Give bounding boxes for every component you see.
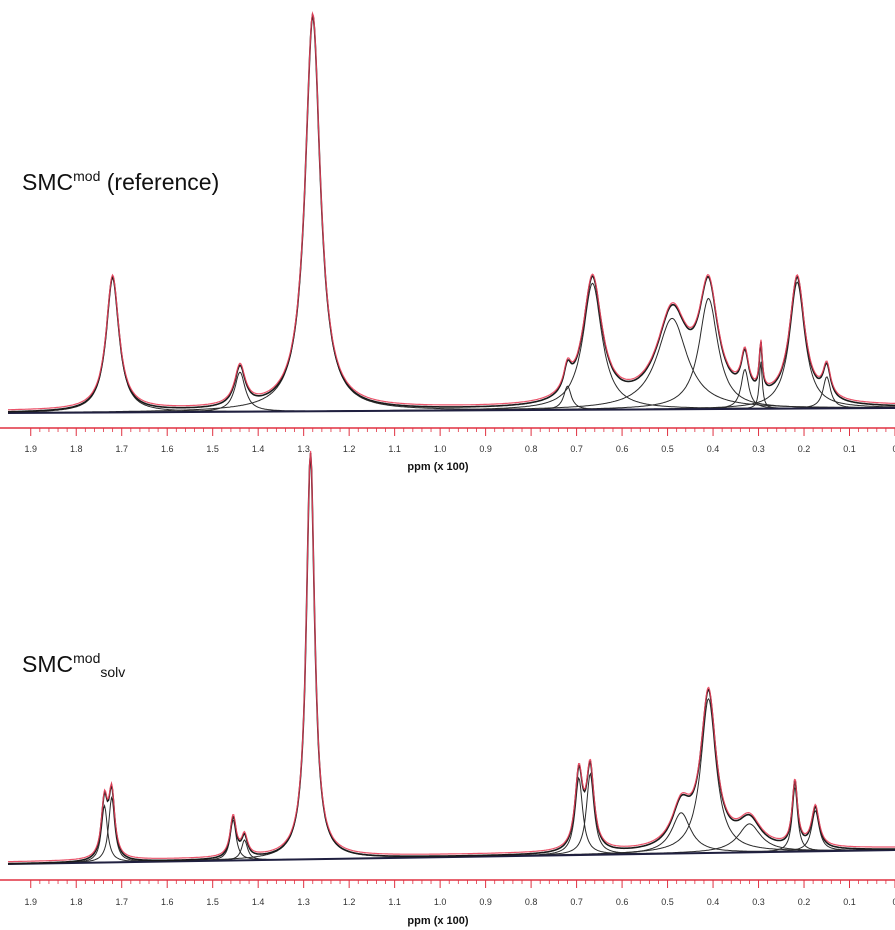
spectrum-baseline bbox=[7, 849, 895, 865]
x-tick-label: 0.1 bbox=[843, 897, 856, 907]
x-tick-label: 0 bbox=[892, 897, 895, 907]
panel-label-top: SMCmod (reference) bbox=[22, 168, 219, 196]
x-tick-label: 0.3 bbox=[752, 897, 765, 907]
x-axis-label: ppm (x 100) bbox=[407, 915, 468, 927]
x-tick-label: 0.7 bbox=[570, 897, 583, 907]
x-tick-label: 1.8 bbox=[70, 897, 83, 907]
x-tick-label: 1.8 bbox=[70, 444, 83, 454]
panel-label-sub: solv bbox=[100, 664, 126, 680]
x-tick-label: 0.8 bbox=[525, 444, 538, 454]
panel-label-sup: mod bbox=[73, 650, 101, 666]
x-axis-label: ppm (x 100) bbox=[407, 461, 468, 473]
panel-label-main: SMC bbox=[22, 169, 74, 195]
x-tick-label: 0.4 bbox=[707, 444, 720, 454]
x-tick-label: 1.2 bbox=[343, 444, 356, 454]
x-tick-label: 0.5 bbox=[661, 897, 674, 907]
x-tick-label: 1.0 bbox=[434, 897, 447, 907]
measured-spectrum-curve-0 bbox=[8, 11, 895, 411]
x-axis-ticks: 1.9 1.8 1.7 1.6 1.5 1.4 1.3 1.2 1.1 1.0 0.9 0.8 0.7 0… bbox=[24, 428, 895, 454]
x-tick-label: 1.3 bbox=[297, 444, 310, 454]
x-axis-ticks: 1.9 1.8 1.7 1.6 1.5 1.4 1.3 1.2 1.1 1.0 0.9 0.8 0.7 0… bbox=[24, 880, 895, 907]
x-tick-label: 1.5 bbox=[206, 444, 219, 454]
x-tick-label: 0.9 bbox=[479, 444, 492, 454]
x-tick-label: 1.4 bbox=[252, 444, 265, 454]
spectrum-panel-bottom: 1.9 1.8 1.7 1.6 1.5 1.4 1.3 1.2 1.1 1.0 0.9 0.8 0.7 0… bbox=[0, 450, 895, 927]
x-tick-label: 1.5 bbox=[206, 897, 219, 907]
x-tick-label: 1.2 bbox=[343, 897, 356, 907]
component-curves bbox=[8, 453, 895, 865]
fitted-envelope-curve bbox=[7, 452, 895, 865]
component-curve-8 bbox=[8, 697, 895, 865]
x-tick-label: 0.4 bbox=[707, 897, 720, 907]
x-tick-label: 1.4 bbox=[252, 897, 265, 907]
x-tick-label: 0.3 bbox=[752, 444, 765, 454]
x-tick-label: 0.2 bbox=[798, 897, 811, 907]
x-tick-label: 1.6 bbox=[161, 897, 174, 907]
panel-label-tail: (reference) bbox=[100, 169, 220, 195]
x-tick-label: 0.5 bbox=[661, 444, 674, 454]
spectrum-panel-top: 1.9 1.8 1.7 1.6 1.5 1.4 1.3 1.2 1.1 1.0 0.9 0.8 0.7 0… bbox=[0, 11, 895, 473]
x-tick-label: 0.6 bbox=[616, 897, 629, 907]
panel-label-sup: mod bbox=[73, 168, 101, 184]
x-tick-label: 0.2 bbox=[798, 444, 811, 454]
x-tick-label: 1.7 bbox=[115, 897, 128, 907]
x-tick-label: 1.1 bbox=[388, 897, 401, 907]
x-tick-label: 1.9 bbox=[24, 897, 37, 907]
x-tick-label: 1.0 bbox=[434, 444, 447, 454]
measured-spectrum-curve-0 bbox=[7, 450, 895, 863]
x-tick-label: 0.1 bbox=[843, 444, 856, 454]
component-curve-4 bbox=[8, 453, 895, 865]
x-tick-label: 0.9 bbox=[479, 897, 492, 907]
x-tick-label: 1.7 bbox=[115, 444, 128, 454]
x-tick-label: 1.9 bbox=[24, 444, 37, 454]
component-curve-6 bbox=[8, 772, 895, 865]
x-tick-label: 0 bbox=[892, 444, 895, 454]
spectrum-baseline bbox=[7, 407, 895, 414]
x-tick-label: 1.3 bbox=[297, 897, 310, 907]
x-tick-label: 1.6 bbox=[161, 444, 174, 454]
panel-label-bottom: SMCmodsolv bbox=[22, 650, 125, 680]
x-tick-label: 0.8 bbox=[525, 897, 538, 907]
x-tick-label: 0.7 bbox=[570, 444, 583, 454]
x-tick-label: 1.1 bbox=[388, 444, 401, 454]
x-tick-label: 0.6 bbox=[616, 444, 629, 454]
panel-label-main: SMC bbox=[22, 651, 74, 677]
